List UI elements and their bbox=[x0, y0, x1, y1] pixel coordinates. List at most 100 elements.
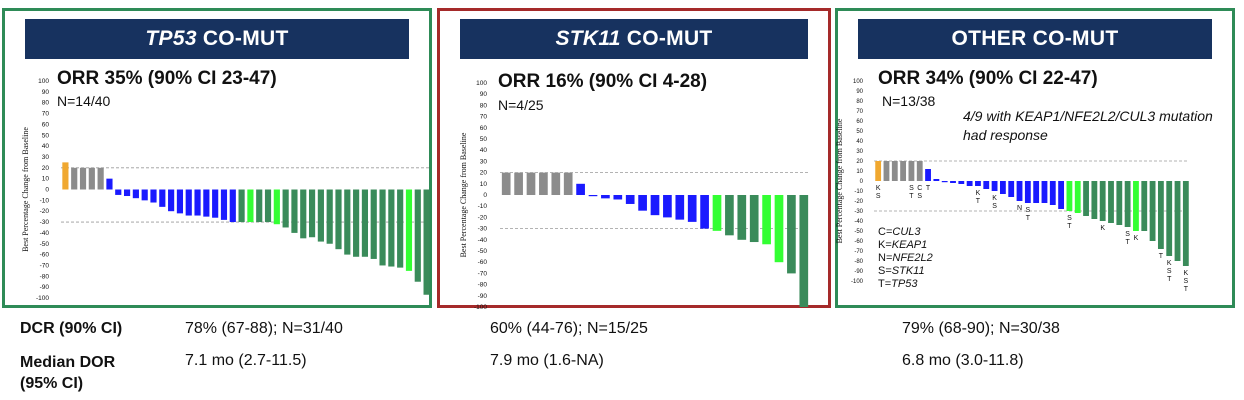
bar bbox=[176, 189, 184, 214]
bar-annotation: K bbox=[1167, 260, 1172, 267]
bar-annotation: T bbox=[1125, 239, 1130, 246]
y-tick-label: 10 bbox=[856, 169, 863, 175]
dor-label: Median DOR (95% CI) bbox=[20, 354, 116, 392]
bar bbox=[1016, 181, 1023, 201]
bar bbox=[663, 195, 672, 218]
y-tick-label: -60 bbox=[40, 252, 50, 259]
bar bbox=[71, 167, 78, 190]
n-value: N=13/38 bbox=[882, 93, 936, 109]
bar bbox=[588, 195, 598, 197]
y-tick-label: 50 bbox=[856, 129, 863, 135]
orr-value: ORR 16% (90% CI 4-28) bbox=[498, 71, 708, 92]
y-tick-label: 90 bbox=[480, 91, 488, 98]
bar-annotation: T bbox=[926, 185, 931, 192]
bar bbox=[344, 189, 351, 255]
bar-annotation: T bbox=[909, 193, 914, 200]
bar-annotation: S bbox=[1184, 278, 1189, 285]
legend-item-keap1: K=KEAP1 bbox=[878, 239, 928, 251]
y-tick-label: 60 bbox=[856, 119, 863, 125]
bar bbox=[238, 189, 245, 223]
bar bbox=[273, 189, 280, 225]
bar bbox=[1099, 181, 1106, 221]
panel-stk11: STK11 CO-MUT ORR 16% (90% CI 4-28) N=4/25… bbox=[437, 8, 831, 311]
bar bbox=[353, 189, 360, 257]
bar bbox=[168, 189, 175, 212]
y-tick-label: -90 bbox=[40, 284, 50, 291]
dcr-value-stk11: 60% (44-76); N=15/25 bbox=[490, 320, 648, 337]
bar bbox=[379, 189, 386, 266]
bar bbox=[308, 189, 316, 238]
bar bbox=[203, 189, 210, 217]
bar bbox=[150, 189, 157, 203]
bar bbox=[88, 167, 95, 190]
bar bbox=[700, 195, 709, 229]
y-tick-label: -30 bbox=[40, 219, 50, 226]
y-tick-label: 60 bbox=[480, 125, 488, 132]
bar bbox=[361, 189, 369, 257]
bar-annotation: S bbox=[917, 193, 922, 200]
bar bbox=[1041, 181, 1048, 203]
bar bbox=[423, 189, 430, 295]
bar bbox=[1133, 181, 1139, 231]
bar-annotation: K bbox=[876, 185, 881, 192]
y-tick-label: -40 bbox=[854, 219, 863, 225]
n-value: N=14/40 bbox=[57, 93, 111, 109]
waterfall-chart-tp53: Best Percentage Change from Baseline1009… bbox=[21, 78, 430, 302]
y-tick-label: -80 bbox=[478, 282, 488, 289]
bar bbox=[749, 195, 759, 243]
bar bbox=[539, 172, 548, 195]
bar-annotation: T bbox=[1184, 286, 1189, 293]
dcr-label: DCR (90% CI) bbox=[20, 320, 123, 337]
bar bbox=[220, 189, 228, 220]
bar bbox=[1091, 181, 1098, 219]
y-tick-label: 80 bbox=[42, 100, 50, 107]
y-tick-label: 40 bbox=[856, 139, 863, 145]
bar bbox=[326, 189, 333, 244]
bar bbox=[212, 189, 219, 218]
bar bbox=[975, 181, 981, 186]
n-value: N=4/25 bbox=[498, 97, 544, 113]
y-tick-label: -40 bbox=[40, 230, 50, 237]
bar bbox=[638, 195, 647, 211]
bar bbox=[762, 195, 771, 245]
y-tick-label: 20 bbox=[480, 170, 488, 177]
bar bbox=[132, 189, 139, 199]
bar bbox=[526, 172, 536, 195]
y-tick-label: -20 bbox=[854, 199, 863, 205]
panel-title: STK11 CO-MUT bbox=[460, 19, 808, 59]
bar bbox=[335, 189, 342, 250]
y-tick-label: -80 bbox=[40, 273, 50, 280]
y-tick-label: -20 bbox=[478, 214, 488, 221]
y-tick-label: -70 bbox=[40, 262, 50, 269]
y-tick-label: -100 bbox=[474, 304, 487, 311]
y-tick-label: 30 bbox=[856, 149, 863, 155]
y-tick-label: 40 bbox=[480, 147, 488, 154]
bar bbox=[123, 189, 131, 197]
bar bbox=[1049, 181, 1056, 205]
y-tick-label: -60 bbox=[854, 239, 863, 245]
bar-annotation: K bbox=[1134, 235, 1139, 242]
bar bbox=[613, 195, 623, 200]
orr-value: ORR 35% (90% CI 23-47) bbox=[57, 68, 277, 89]
bar-annotation: S bbox=[1067, 215, 1072, 222]
y-tick-label: -40 bbox=[478, 237, 488, 244]
bar bbox=[141, 189, 148, 201]
bar bbox=[1008, 181, 1015, 197]
y-tick-label: 50 bbox=[42, 132, 50, 139]
bar bbox=[1157, 181, 1164, 249]
bar bbox=[1141, 181, 1148, 231]
bar bbox=[950, 181, 956, 183]
dcr-value-other: 79% (68-90); N=30/38 bbox=[902, 320, 1060, 337]
y-tick-label: 0 bbox=[860, 179, 864, 185]
bar bbox=[1116, 181, 1123, 225]
bar bbox=[712, 195, 722, 231]
bar-annotation: T bbox=[1167, 276, 1172, 283]
panel-title: TP53 CO-MUT bbox=[25, 19, 409, 59]
y-tick-label: 100 bbox=[476, 80, 487, 87]
dor-value-other: 6.8 mo (3.0-11.8) bbox=[902, 352, 1024, 369]
bar-annotation: S bbox=[909, 185, 914, 192]
bar bbox=[908, 161, 915, 181]
bar bbox=[370, 189, 377, 259]
y-tick-label: -100 bbox=[851, 279, 864, 285]
bar bbox=[1033, 181, 1040, 203]
